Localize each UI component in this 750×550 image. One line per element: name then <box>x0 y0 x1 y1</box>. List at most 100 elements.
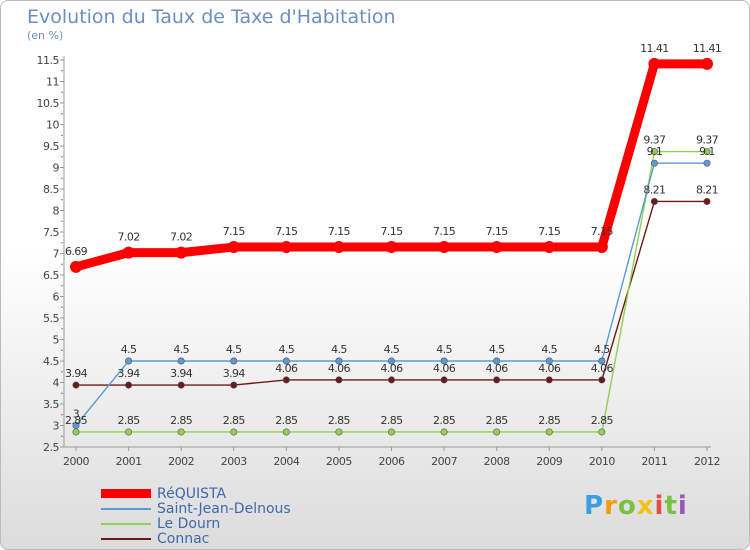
data-point-1 <box>230 357 238 365</box>
data-point-2 <box>282 428 290 436</box>
data-label-3: 4.06 <box>591 362 614 375</box>
data-label-2: 2.85 <box>275 414 298 427</box>
x-tick-label: 2009 <box>536 455 562 468</box>
logo-letter: r <box>604 491 618 521</box>
data-label-1: 4.5 <box>541 343 557 356</box>
data-point-0 <box>280 241 293 254</box>
logo-letter: P <box>584 491 605 521</box>
y-tick-label: 7.5 <box>43 226 59 239</box>
data-label-2: 2.85 <box>591 414 614 427</box>
data-label-0: 11.41 <box>640 42 669 55</box>
data-label-2: 2.85 <box>380 414 403 427</box>
data-label-0: 7.15 <box>380 225 403 238</box>
data-point-1 <box>545 357 553 365</box>
data-label-2: 2.85 <box>65 414 88 427</box>
data-label-2: 2.85 <box>118 414 141 427</box>
x-tick-label: 2008 <box>484 455 510 468</box>
data-point-2 <box>545 428 553 436</box>
data-point-1 <box>703 159 711 167</box>
data-point-3 <box>177 381 185 389</box>
data-point-0 <box>332 241 345 254</box>
y-tick-label: 4 <box>53 377 60 390</box>
x-tick-label: 2010 <box>589 455 615 468</box>
logo-letter: i <box>677 491 688 521</box>
data-point-0 <box>595 241 608 254</box>
data-point-3 <box>282 376 290 384</box>
x-tick-label: 2007 <box>431 455 457 468</box>
y-tick-label: 8.5 <box>43 183 59 196</box>
data-label-3: 3.94 <box>223 367 246 380</box>
data-label-2: 2.85 <box>538 414 561 427</box>
legend: RéQUISTA Saint-Jean-Delnous Le Dourn Connac <box>101 485 291 547</box>
data-label-0: 7.02 <box>170 231 192 244</box>
y-tick-label: 6.5 <box>43 269 59 282</box>
data-point-2 <box>703 148 711 156</box>
line-chart: 2.5 3 3.5 4 4.5 5 5.5 6 6.5 7 7.5 8 8.5 9 9.5 10 10.5 11 1… <box>37 42 722 468</box>
data-label-1: 4.5 <box>121 343 137 356</box>
data-point-2 <box>177 428 185 436</box>
data-label-1: 3 <box>73 408 80 421</box>
legend-item-2: Le Dourn <box>101 516 291 532</box>
y-tick-label: 10.5 <box>37 97 60 110</box>
proxiti-logo: Proxiti <box>584 491 688 521</box>
data-label-1: 4.5 <box>436 343 452 356</box>
data-point-0 <box>438 241 451 254</box>
data-point-0 <box>70 260 82 273</box>
data-point-3 <box>125 381 133 389</box>
data-point-3 <box>335 376 343 384</box>
data-label-0: 7.15 <box>275 225 298 238</box>
data-point-2 <box>335 428 343 436</box>
data-label-1: 4.5 <box>384 343 400 356</box>
data-label-3: 8.21 <box>696 183 718 196</box>
x-tick-label: 2006 <box>379 455 405 468</box>
data-label-2: 2.85 <box>328 414 351 427</box>
data-point-3 <box>440 376 448 384</box>
data-label-2: 2.85 <box>170 414 193 427</box>
data-point-2 <box>72 428 80 436</box>
legend-label: Connac <box>157 530 210 547</box>
data-label-2: 2.85 <box>433 414 456 427</box>
data-point-1 <box>387 357 395 365</box>
data-point-0 <box>385 241 398 254</box>
data-label-0: 7.15 <box>328 225 351 238</box>
data-label-1: 9.1 <box>647 145 663 158</box>
y-tick-label: 5.5 <box>43 312 59 325</box>
data-point-1 <box>598 357 606 365</box>
data-label-0: 7.15 <box>223 225 246 238</box>
data-label-3: 8.21 <box>643 183 665 196</box>
data-point-1 <box>335 357 343 365</box>
data-label-2: 2.85 <box>486 414 509 427</box>
data-point-3 <box>387 376 395 384</box>
data-point-1 <box>125 357 133 365</box>
data-point-1 <box>493 357 501 365</box>
data-label-3: 4.06 <box>433 362 456 375</box>
data-label-1: 4.5 <box>594 343 610 356</box>
data-label-3: 4.06 <box>486 362 509 375</box>
data-point-2 <box>650 148 658 156</box>
data-point-2 <box>125 428 133 436</box>
y-tick-label: 6 <box>53 291 60 304</box>
y-tick-label: 8 <box>53 205 60 218</box>
data-label-0: 7.15 <box>591 225 614 238</box>
data-point-0 <box>543 241 556 254</box>
legend-swatch <box>101 537 151 540</box>
y-tick-label: 10 <box>46 119 59 132</box>
legend-swatch <box>101 522 151 525</box>
y-tick-label: 11 <box>46 76 59 89</box>
legend-swatch <box>101 489 151 498</box>
legend-label: RéQUISTA <box>157 485 227 502</box>
y-tick-label: 3 <box>53 420 60 433</box>
x-tick-label: 2003 <box>221 455 247 468</box>
y-tick-label: 4.5 <box>43 355 59 368</box>
data-point-1 <box>177 357 185 365</box>
data-label-1: 4.5 <box>173 343 189 356</box>
x-tick-label: 2004 <box>273 455 299 468</box>
data-label-2: 9.37 <box>643 134 666 147</box>
y-tick-label: 9.5 <box>43 140 59 153</box>
x-tick-label: 2001 <box>116 455 142 468</box>
legend-item-1: Saint-Jean-Delnous <box>101 501 291 517</box>
x-tick-label: 2005 <box>326 455 352 468</box>
data-point-3 <box>72 381 80 389</box>
data-label-3: 4.06 <box>538 362 561 375</box>
